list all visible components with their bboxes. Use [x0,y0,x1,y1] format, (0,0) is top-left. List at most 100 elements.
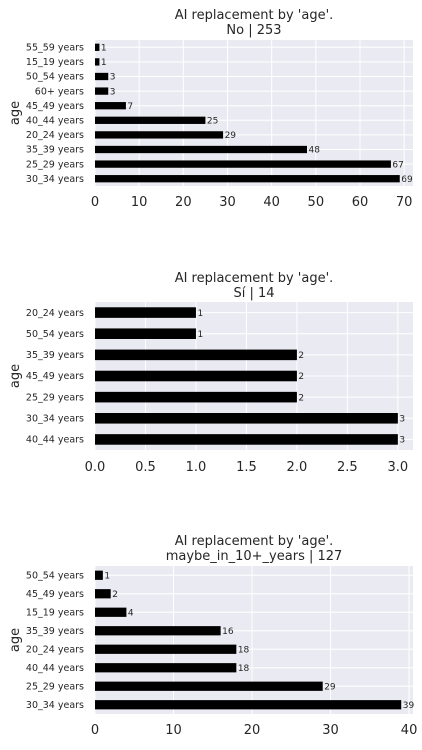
bar-value-label: 3 [110,87,116,97]
chart-title: AI replacement by 'age'. [175,534,334,549]
bar-value-label: 2 [112,590,118,600]
bar [95,607,127,617]
bar [95,160,391,168]
bar-value-label: 2 [298,372,304,382]
plot-area [95,566,413,714]
y-tick-label: 25_29 years [26,392,84,403]
bar-value-label: 2 [298,351,304,361]
bar-value-label: 29 [324,682,336,692]
x-tick-label: 60 [352,195,369,210]
bar-value-label: 25 [207,117,218,127]
x-tick-label: 0 [91,723,99,738]
bar-value-label: 4 [128,608,134,618]
chart-title: AI replacement by 'age'. [175,8,334,23]
y-tick-label: 35_39 years [26,626,84,637]
y-tick-label: 45_49 years [26,371,84,382]
x-tick-label: 40 [263,195,280,210]
y-tick-label: 20_24 years [26,308,84,319]
bar-value-label: 3 [399,436,405,446]
bar [95,589,111,599]
bar-value-label: 3 [399,414,405,424]
bar [95,72,109,81]
x-tick-label: 30 [322,723,339,738]
y-tick-label: 25_29 years [26,159,84,170]
y-tick-label: 50_54 years [26,570,84,581]
bar [95,663,237,673]
bar [95,116,206,124]
x-tick-label: 1.0 [186,460,207,475]
x-tick-label: 70 [396,195,413,210]
chart-panel-1: 0 10 20 30 40 50 60 70 1 55_59 years 1 15_19 years 3… [8,8,413,210]
y-tick-label: 55_59 years [26,43,84,54]
bar [95,370,297,382]
bar [95,307,196,318]
y-axis-label: age [8,364,23,388]
bar [95,413,398,424]
bar-value-label: 1 [197,330,203,340]
y-tick-label: 15_19 years [26,607,84,618]
y-tick-label: 40_44 years [26,435,84,446]
bar-value-label: 3 [110,73,116,83]
bar-value-label: 1 [197,309,203,319]
bar-value-label: 39 [403,701,415,711]
y-tick-label: 20_24 years [26,644,84,655]
bar [95,434,398,445]
x-tick-label: 20 [244,723,261,738]
x-tick-label: 1.5 [236,460,257,475]
chart-panel-2: 0.0 0.5 1.0 1.5 2.0 2.5 3.0 1 20_24 years 1 50_54 … [8,271,413,475]
bar-value-label: 2 [298,393,304,403]
y-tick-label: 40_44 years [26,663,84,674]
bar [95,391,297,403]
bar-value-label: 1 [104,571,110,581]
bar-value-label: 1 [101,58,107,68]
y-tick-label: 45_49 years [26,589,84,600]
x-tick-label: 10 [165,723,182,738]
bar [95,58,100,66]
bar-value-label: 67 [392,160,403,170]
chart-subtitle: No | 253 [226,23,281,38]
y-tick-label: 50_54 years [26,72,84,83]
bar [95,102,126,110]
bar [95,87,109,95]
y-tick-label: 15_19 years [26,57,84,68]
x-tick-label: 2.5 [337,460,358,475]
y-tick-label: 30_34 years [26,413,84,424]
bar-value-label: 16 [222,627,234,637]
y-tick-label: 25_29 years [26,681,84,692]
bar-value-label: 18 [238,664,250,674]
x-tick-label: 30 [219,195,236,210]
bar [95,349,297,361]
bar-value-label: 7 [127,102,133,112]
bar [95,43,100,51]
y-tick-label: 20_24 years [26,130,84,141]
chart-subtitle: Sí | 14 [233,286,274,301]
bar-value-label: 29 [225,131,237,141]
x-tick-label: 0.0 [85,460,106,475]
chart-panel-3: 0 10 20 30 40 1 50_54 years 2 45_49 years 4 15_19 … [8,534,417,738]
chart-subtitle: maybe_in_10+_years | 127 [166,549,343,564]
y-tick-label: 35_39 years [26,350,84,361]
bar-value-label: 1 [101,44,107,54]
x-tick-label: 0 [91,195,99,210]
bar-value-label: 69 [401,175,413,185]
chart-title: AI replacement by 'age'. [175,271,334,286]
bar [95,700,402,710]
y-axis-label: age [8,628,23,652]
x-tick-label: 20 [175,195,192,210]
y-tick-label: 45_49 years [26,101,84,112]
bar [95,131,224,139]
x-tick-label: 10 [131,195,148,210]
bar [95,644,237,654]
y-axis-label: age [8,101,23,125]
y-tick-label: 30_34 years [26,174,84,185]
x-tick-label: 3.0 [388,460,409,475]
y-tick-label: 50_54 years [26,329,84,340]
bar-value-label: 18 [238,645,250,655]
x-tick-label: 0.5 [135,460,156,475]
y-tick-label: 30_34 years [26,700,84,711]
y-tick-label: 35_39 years [26,145,84,156]
bar [95,681,323,691]
y-tick-label: 40_44 years [26,116,84,127]
